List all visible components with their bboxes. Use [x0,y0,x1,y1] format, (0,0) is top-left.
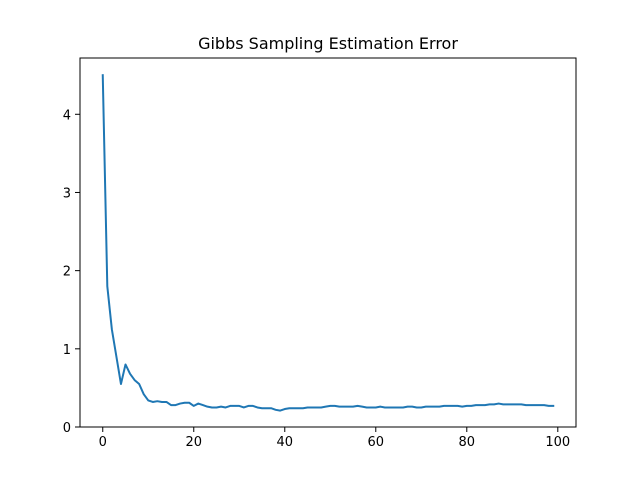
y-tick-label: 2 [63,265,71,280]
x-axis: 0 20 40 60 80 100 [99,427,570,450]
x-tick-label: 0 [99,435,107,450]
x-tick-label: 20 [185,435,202,450]
plot-area [79,57,577,428]
series-line-0 [101,74,555,412]
x-tick-label: 100 [545,435,570,450]
chart-title: Gibbs Sampling Estimation Error [198,34,458,53]
y-tick-label: 3 [63,186,71,201]
axes-frame [79,57,577,428]
y-tick-label: 0 [63,421,71,436]
y-tick-label: 1 [63,343,71,358]
x-tick-label: 40 [276,435,293,450]
y-axis: 0 1 2 3 4 [63,108,80,436]
y-tick-label: 4 [63,108,71,123]
x-tick-label: 60 [368,435,385,450]
x-tick-label: 80 [459,435,476,450]
